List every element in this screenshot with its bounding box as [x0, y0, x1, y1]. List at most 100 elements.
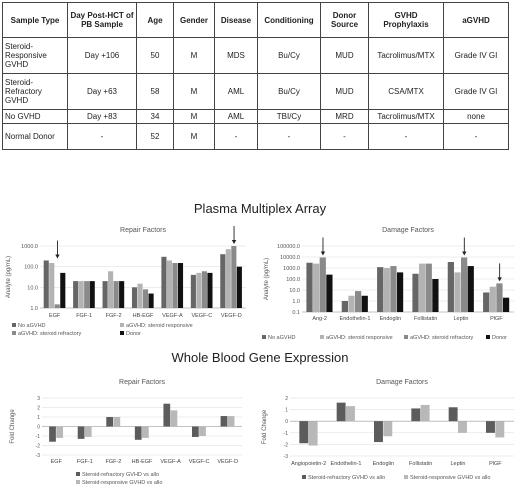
- table-cell: Tacrolimus/MTX: [368, 37, 444, 74]
- legend-label-steroid-refractory-gvhd-vs-allo: Steroid-refractory GVHD vs allo: [82, 472, 159, 478]
- table-cell: MDS: [214, 37, 258, 74]
- plasma-repair-factors-chart: Repair Factors Analyte (pg/mL) 1.0 10.0 100.…: [6, 226, 246, 337]
- bar-agvhd-steroid-refractory-vegf-d: [231, 246, 237, 308]
- x-tick-label: PlGF: [490, 316, 503, 322]
- x-tick-label: Endoglin: [373, 461, 394, 467]
- table-cell: Steroid-Refractory GVHD: [2, 73, 68, 110]
- y-tick-label: 100.0: [24, 265, 38, 271]
- legend-swatch-agvhd-steroid-responsive: [320, 335, 324, 339]
- y-tick-label: 100.0: [286, 277, 300, 283]
- y-tick-label: -1: [284, 431, 289, 437]
- table-row: Normal Donor - 52 M - - - - -: [2, 123, 509, 150]
- table-cell: AML: [214, 109, 258, 124]
- bar-agvhd-steroid-refractory-endoglin: [390, 266, 397, 312]
- x-tick-label: HB-EGF: [133, 313, 154, 319]
- x-tick-label: VEGF-A: [160, 459, 181, 465]
- legend-swatch-agvhd-steroid-refractory: [12, 331, 16, 335]
- bar-donor-leptin: [467, 266, 474, 312]
- x-tick-label: FGF-1: [77, 459, 93, 465]
- legend-swatch-agvhd-steroid-refractory: [404, 335, 408, 339]
- legend-swatch-no-agvhd: [262, 335, 266, 339]
- x-tick-label: Leptin: [454, 316, 469, 322]
- bar-agvhd-steroid-responsive-vegf-a: [166, 260, 173, 308]
- bar-agvhd-steroid-refractory-vegf-a: [172, 263, 178, 308]
- bar-steroid-responsive-gvhd-vs-allo-plgf: [495, 421, 505, 438]
- chart-title: Damage Factors: [376, 379, 428, 386]
- legend-swatch-steroid-responsive-gvhd-vs-allo: [76, 480, 80, 484]
- legend-swatch-donor: [486, 335, 490, 339]
- legend-swatch-no-agvhd: [12, 323, 16, 327]
- bar-no-agvhd-vegf-d: [220, 254, 226, 308]
- x-tick-label: Endothelin-1: [331, 461, 362, 467]
- bar-agvhd-steroid-refractory-vegf-c: [201, 271, 207, 308]
- header-agvhd: aGVHD: [443, 2, 509, 38]
- y-tick-label: 1.0: [30, 306, 38, 312]
- table-cell: Tacrolimus/MTX: [368, 109, 444, 124]
- bar-agvhd-steroid-responsive-vegf-c: [196, 272, 202, 308]
- legend-label-agvhd-steroid-refractory: aGVHD: steroid refractory: [410, 335, 474, 341]
- arrowhead-ang-2: [320, 251, 326, 256]
- table-cell: M: [173, 123, 215, 150]
- table-cell: M: [173, 109, 215, 124]
- table-cell: MRD: [320, 109, 369, 124]
- bar-agvhd-steroid-responsive-egf: [49, 263, 55, 308]
- table-cell: 34: [136, 109, 174, 124]
- bar-steroid-responsive-gvhd-vs-allo-endothelin-1: [346, 406, 355, 422]
- table-cell: Steroid-Responsive GVHD: [2, 37, 68, 74]
- bar-donor-endothelin-1: [361, 295, 368, 312]
- bar-steroid-responsive-gvhd-vs-allo-hb-egf: [142, 426, 149, 438]
- y-tick-label: 0: [37, 425, 40, 431]
- bar-donor-vegf-a: [177, 263, 184, 308]
- table-cell: -: [320, 123, 369, 150]
- bar-no-agvhd-vegf-a: [161, 256, 167, 308]
- table-cell: Day +63: [67, 73, 137, 110]
- bar-agvhd-steroid-refractory-ang-2: [319, 257, 326, 312]
- y-tick-label: 10.0: [289, 288, 300, 294]
- bar-agvhd-steroid-refractory-leptin: [461, 257, 468, 312]
- x-tick-label: VEGF-D: [217, 459, 238, 465]
- table-cell: MUD: [320, 37, 369, 74]
- bar-agvhd-steroid-responsive-plgf: [489, 286, 496, 312]
- legend-swatch-steroid-responsive-gvhd-vs-allo: [404, 475, 408, 479]
- header-day-post-hct: Day Post-HCT of PB Sample: [67, 2, 137, 38]
- chart-title: Repair Factors: [120, 227, 166, 234]
- bar-steroid-refractory-gvhd-vs-allo-angiopoietin-2: [299, 421, 309, 444]
- table-cell: M: [173, 37, 215, 74]
- table-cell: Day +83: [67, 109, 137, 124]
- plasma-damage-factors-chart: Damage Factors Analyte (pg/mL) 0.1 1.0 10.0 1…: [262, 227, 514, 341]
- bar-no-agvhd-plgf: [483, 292, 490, 312]
- table-cell: Bu/Cy: [257, 37, 321, 74]
- bar-agvhd-steroid-responsive-ang-2: [313, 263, 320, 312]
- bar-steroid-refractory-gvhd-vs-allo-vegf-d: [220, 416, 228, 427]
- whole-blood-section-title: Whole Blood Gene Expression: [171, 350, 349, 365]
- bar-steroid-refractory-gvhd-vs-allo-fgf-1: [77, 426, 85, 439]
- y-tick-label: 0: [285, 419, 288, 425]
- legend-label-donor: Donor: [492, 335, 507, 341]
- x-tick-label: Angiopoietin-2: [291, 461, 326, 467]
- legend-label-steroid-refractory-gvhd-vs-allo: Steroid-refractory GVHD vs allo: [308, 475, 385, 481]
- x-tick-label: Endothelin-1: [340, 316, 371, 322]
- header-conditioning: Conditioning: [257, 2, 321, 38]
- legend-label-no-agvhd: No aGVHD: [268, 335, 296, 341]
- y-tick-label: 1: [285, 408, 288, 414]
- bar-steroid-refractory-gvhd-vs-allo-hb-egf: [134, 426, 142, 440]
- bar-steroid-responsive-gvhd-vs-allo-fgf-2: [113, 417, 121, 427]
- bar-no-agvhd-ang-2: [306, 262, 313, 312]
- x-tick-label: VEGF-C: [189, 459, 210, 465]
- bar-steroid-responsive-gvhd-vs-allo-leptin: [458, 421, 467, 433]
- bar-donor-fgf-1: [89, 281, 95, 308]
- header-age: Age: [136, 2, 174, 38]
- bar-donor-follistatin: [432, 279, 439, 312]
- blood-repair-factors-chart: Repair Factors Fold Change -3 -2 -1 0 1 2 3 EGF FG…: [10, 379, 242, 486]
- header-disease: Disease: [214, 2, 258, 38]
- table-row: No GVHD Day +83 34 M AML TBI/Cy MRD Tacr…: [2, 109, 509, 124]
- header-sample-type: Sample Type: [2, 2, 68, 38]
- x-tick-label: Endoglin: [380, 316, 401, 322]
- bar-steroid-refractory-gvhd-vs-allo-endothelin-1: [336, 402, 346, 422]
- y-tick-label: 1: [37, 415, 40, 421]
- y-tick-label: 2: [37, 406, 40, 412]
- x-tick-label: Leptin: [451, 461, 466, 467]
- y-tick-label: -3: [284, 454, 289, 460]
- blood-damage-factors-chart: Damage Factors Fold Change -3 -2 -1 0 1 2 Angiop…: [262, 379, 514, 481]
- bar-steroid-refractory-gvhd-vs-allo-fgf-2: [106, 417, 114, 427]
